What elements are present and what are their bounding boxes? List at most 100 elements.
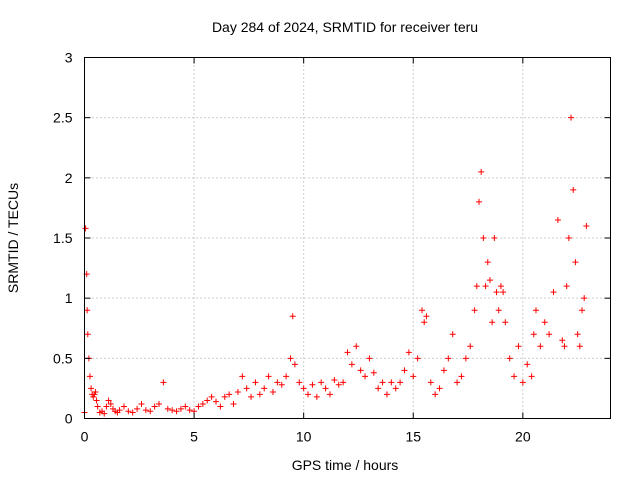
data-point xyxy=(84,331,91,338)
data-point xyxy=(120,403,127,410)
data-point xyxy=(92,389,99,396)
data-point xyxy=(278,381,285,388)
data-point xyxy=(318,379,325,386)
data-point xyxy=(370,369,377,376)
data-point xyxy=(530,331,537,338)
data-point xyxy=(125,408,132,415)
data-point xyxy=(182,403,189,410)
data-point xyxy=(93,397,100,404)
data-point xyxy=(103,403,110,410)
data-point xyxy=(458,373,465,380)
data-point xyxy=(344,349,351,356)
data-point xyxy=(234,389,241,396)
y-tick-label: 0.5 xyxy=(53,350,73,366)
data-point xyxy=(101,410,108,417)
data-point xyxy=(208,393,215,400)
data-point xyxy=(107,401,114,408)
x-axis-label: GPS time / hours xyxy=(292,457,399,473)
data-point xyxy=(366,355,373,362)
data-point xyxy=(570,186,577,193)
data-point xyxy=(357,367,364,374)
data-point xyxy=(581,295,588,302)
data-point xyxy=(353,343,360,350)
data-point xyxy=(289,313,296,320)
data-point xyxy=(559,337,566,344)
grid xyxy=(84,57,611,419)
y-tick-label: 1 xyxy=(65,290,73,306)
data-point xyxy=(256,391,263,398)
data-point xyxy=(335,381,342,388)
data-point xyxy=(484,259,491,266)
data-point xyxy=(164,405,171,412)
data-point xyxy=(283,373,290,380)
data-point xyxy=(473,283,480,290)
data-point xyxy=(541,319,548,326)
data-point xyxy=(173,408,180,415)
data-point xyxy=(186,407,193,414)
data-point xyxy=(239,373,246,380)
data-point xyxy=(421,319,428,326)
data-point xyxy=(554,216,561,223)
data-point xyxy=(388,379,395,386)
data-point xyxy=(511,373,518,380)
data-point xyxy=(226,391,233,398)
data-point xyxy=(243,385,250,392)
data-point xyxy=(147,408,154,415)
data-point xyxy=(142,407,149,414)
data-point xyxy=(515,343,522,350)
data-point xyxy=(493,289,500,296)
plot-frame xyxy=(84,57,611,419)
data-point xyxy=(502,319,509,326)
data-point xyxy=(565,235,572,241)
data-point xyxy=(423,313,430,320)
data-point xyxy=(480,235,487,241)
data-point xyxy=(199,401,206,408)
data-point xyxy=(217,403,224,410)
data-point xyxy=(300,385,307,392)
data-point xyxy=(309,381,316,388)
data-point xyxy=(405,349,412,356)
axis-ticks: 0 0.5 1 1.5 2 2.5 3 0 5 10 15 20 xyxy=(53,50,611,445)
data-point xyxy=(506,355,513,362)
data-point xyxy=(528,373,535,380)
data-point xyxy=(572,259,579,266)
data-point xyxy=(213,398,219,405)
chart-title: Day 284 of 2024, SRMTID for receiver ter… xyxy=(212,19,478,35)
data-point xyxy=(204,397,211,404)
data-point xyxy=(401,367,408,374)
x-tick-label: 0 xyxy=(81,429,89,445)
data-point xyxy=(326,391,333,398)
data-point xyxy=(116,407,123,414)
data-point xyxy=(454,379,461,386)
data-point xyxy=(375,385,382,392)
data-point xyxy=(432,391,439,398)
data-point xyxy=(478,168,485,175)
y-axis-label: SRMTID / TECUs xyxy=(5,183,21,293)
data-point xyxy=(291,361,298,368)
data-point xyxy=(546,331,553,338)
data-point xyxy=(537,343,544,350)
data-point xyxy=(449,331,456,338)
data-point xyxy=(568,114,575,121)
data-point xyxy=(482,283,489,290)
data-point xyxy=(500,289,507,296)
data-point xyxy=(497,283,504,290)
data-point xyxy=(274,379,281,386)
data-point xyxy=(156,401,163,408)
data-point xyxy=(445,355,452,362)
x-tick-label: 20 xyxy=(515,429,531,445)
data-point xyxy=(169,407,176,414)
y-tick-label: 2.5 xyxy=(53,110,73,126)
data-point xyxy=(471,307,478,314)
data-point xyxy=(331,376,338,383)
data-point xyxy=(440,367,447,374)
data-point xyxy=(392,385,399,392)
data-point xyxy=(532,307,539,314)
y-tick-label: 1.5 xyxy=(53,230,73,246)
data-point xyxy=(261,385,268,392)
data-point xyxy=(88,385,95,392)
x-tick-label: 5 xyxy=(190,429,198,445)
data-point xyxy=(252,379,259,386)
data-point xyxy=(383,391,390,398)
